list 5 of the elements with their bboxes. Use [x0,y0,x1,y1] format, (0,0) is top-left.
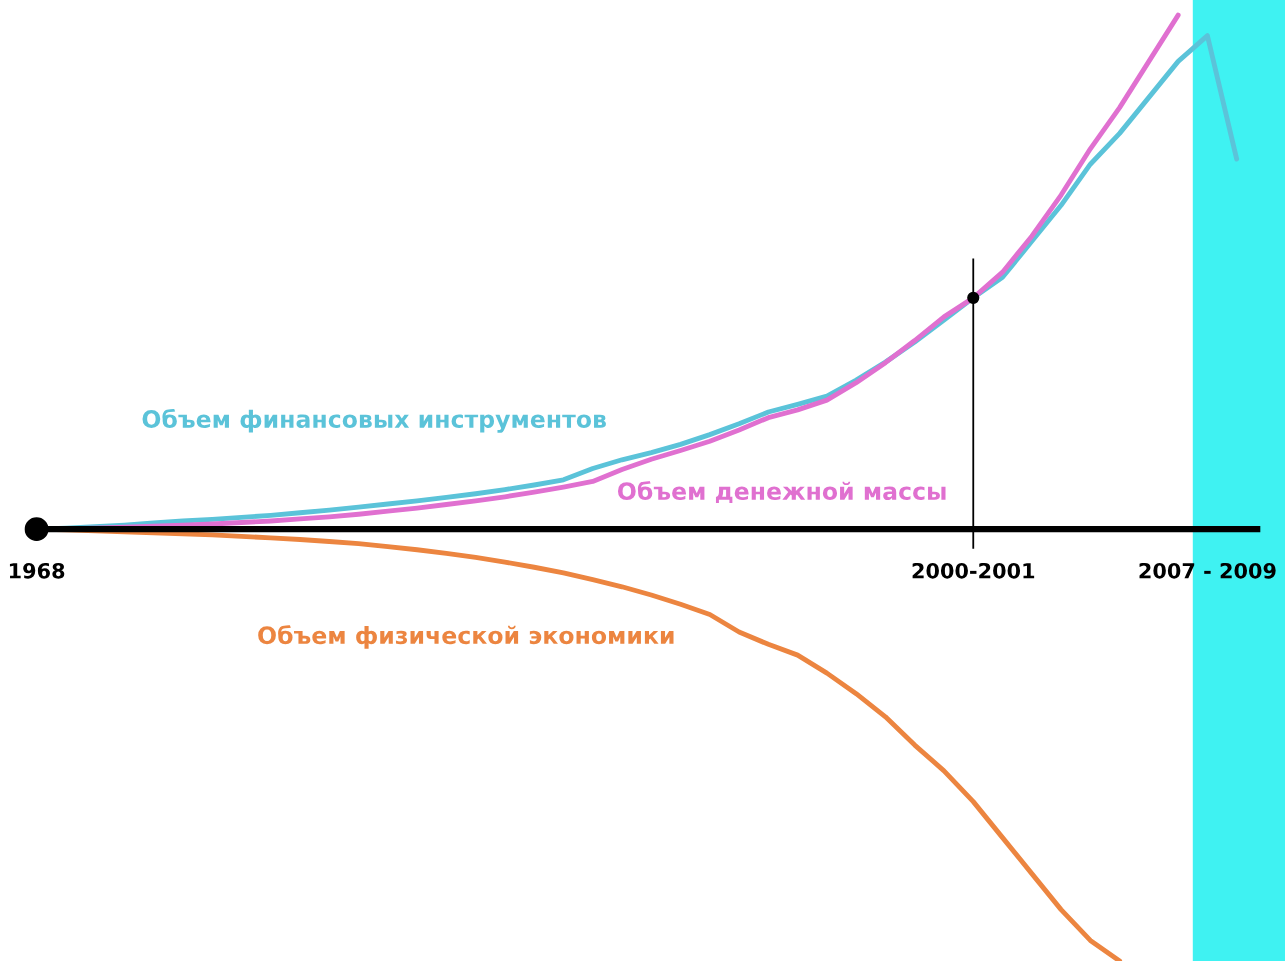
series-label: Объем денежной массы [617,481,946,503]
x-tick-label: 1968 [9,562,65,579]
series-label: Объем финансовых инструментов [142,408,606,433]
series-label: Объем физической экономики [258,625,674,649]
x-tick-label: 2000-2001 [912,562,1035,579]
